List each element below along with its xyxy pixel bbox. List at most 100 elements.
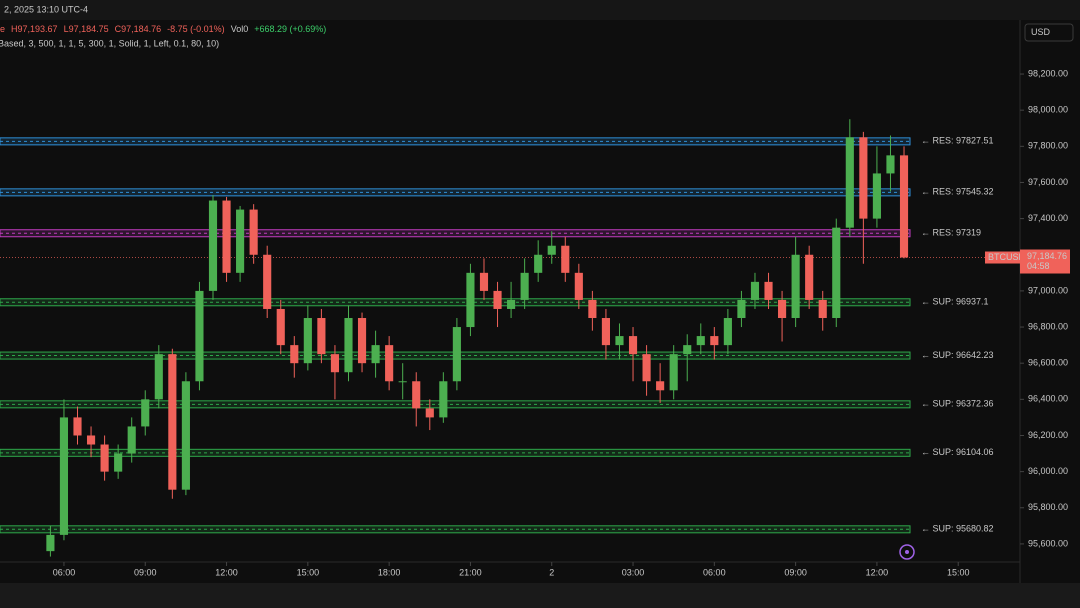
candle-body [818, 299, 827, 319]
y-tick-label: 97,600.00 [1028, 177, 1068, 187]
y-tick-label: 98,000.00 [1028, 105, 1068, 115]
candle-body [398, 381, 407, 383]
x-tick-label: 09:00 [134, 567, 157, 577]
level-band [0, 229, 911, 238]
candle-body [86, 435, 96, 445]
symbol-label: BTCUSD [988, 252, 1026, 262]
candle-body [859, 137, 868, 219]
countdown-label: 04:58 [1027, 261, 1050, 271]
candle-body [371, 345, 380, 364]
level-band [0, 400, 911, 409]
x-tick-label: 09:00 [784, 567, 807, 577]
y-tick-label: 96,400.00 [1028, 394, 1068, 404]
candle-body [479, 272, 489, 291]
candle-body [737, 299, 746, 319]
candle-body [710, 336, 719, 346]
candle-body [534, 254, 543, 273]
x-tick-label: 18:00 [378, 567, 401, 577]
candle-body [100, 444, 109, 472]
ohlc-item: +668.29 (+0.69%) [254, 24, 326, 34]
candle-body [588, 299, 597, 319]
candle-body [656, 381, 665, 391]
candle-body [832, 227, 841, 319]
ohlc-item: H97,193.67 [11, 24, 58, 34]
y-tick-label: 95,600.00 [1028, 538, 1068, 548]
candle-body [344, 318, 353, 373]
icon-dot[interactable] [905, 550, 909, 554]
candle-body [845, 137, 854, 228]
level-label: ← SUP: 96104.06 [921, 447, 994, 457]
ohlc-header: e H97,193.67 L97,184.75 C97,184.76 -8.75 (-0… [0, 24, 326, 34]
candle-body [723, 318, 732, 346]
plot: e H97,193.67 L97,184.75 C97,184.76 -8.75 (-0… [0, 24, 1070, 577]
candle-body [696, 336, 705, 346]
candle-body [195, 290, 204, 382]
x-tick-label: 06:00 [703, 567, 726, 577]
level-label: ← SUP: 96642.23 [921, 350, 994, 360]
icon-ring[interactable] [899, 544, 915, 560]
x-tick-label: 12:00 [215, 567, 238, 577]
candle-body [628, 336, 638, 355]
level-band [0, 137, 911, 146]
candle-body [778, 299, 787, 319]
candle-body [872, 173, 881, 219]
candle-body [290, 345, 299, 364]
price-tag [1020, 249, 1070, 274]
candle-body [520, 272, 529, 300]
level-label: ← RES: 97827.51 [921, 136, 994, 146]
currency-button[interactable] [1024, 23, 1074, 42]
ohlc-item: Vol0 [231, 24, 249, 34]
y-tick-label: 96,600.00 [1028, 358, 1068, 368]
candle-body [886, 155, 895, 174]
x-tick-label: 2 [549, 567, 554, 577]
x-tick-label: 06:00 [53, 567, 76, 577]
y-tick-label: 97,000.00 [1028, 285, 1068, 295]
replay-icon[interactable] [899, 544, 915, 560]
candle-body [791, 254, 800, 319]
x-tick-label: 15:00 [297, 567, 320, 577]
candle-body [303, 318, 312, 364]
candle-body [317, 318, 326, 355]
candle-body [236, 209, 245, 273]
candle-body [561, 245, 570, 273]
candle-body [141, 399, 150, 427]
candle-body [466, 272, 475, 328]
candle-body [181, 381, 190, 490]
date-label: 2, 2025 13:10 UTC-4 [4, 4, 88, 14]
level-band [0, 188, 911, 197]
price-label: 97,184.76 [1027, 251, 1067, 261]
y-tick-label: 97,400.00 [1028, 213, 1068, 223]
level-band [0, 525, 911, 534]
candle-body [59, 417, 69, 535]
candle-body [452, 327, 461, 382]
candle-body [73, 417, 82, 436]
y-tick-label: 96,200.00 [1028, 430, 1068, 440]
candle-body [46, 534, 55, 552]
candle-body [249, 209, 258, 255]
candle-body [168, 354, 177, 490]
candle-body [547, 245, 556, 255]
y-tick-label: 97,800.00 [1028, 141, 1068, 151]
candle-body [385, 345, 394, 382]
level-label: ← RES: 97319 [921, 228, 981, 238]
y-tick-label: 96,800.00 [1028, 321, 1068, 331]
candle-body [208, 200, 218, 291]
candle-body [764, 281, 773, 300]
candle-body [493, 290, 502, 309]
level-band [0, 298, 911, 307]
x-tick-label: 03:00 [622, 567, 645, 577]
x-tick-label: 15:00 [947, 567, 970, 577]
ohlc-item: e [0, 24, 5, 34]
candle-body [750, 281, 760, 300]
y-tick-label: 98,200.00 [1028, 68, 1068, 78]
ohlc-item: C97,184.76 [115, 24, 162, 34]
candle-body [574, 272, 583, 300]
currency-label[interactable]: USD [1031, 27, 1051, 37]
candle-body [601, 318, 610, 346]
level-band [0, 448, 911, 457]
ohlc-item: L97,184.75 [64, 24, 109, 34]
candle-body [615, 336, 624, 346]
bottom-bar [0, 583, 1080, 608]
